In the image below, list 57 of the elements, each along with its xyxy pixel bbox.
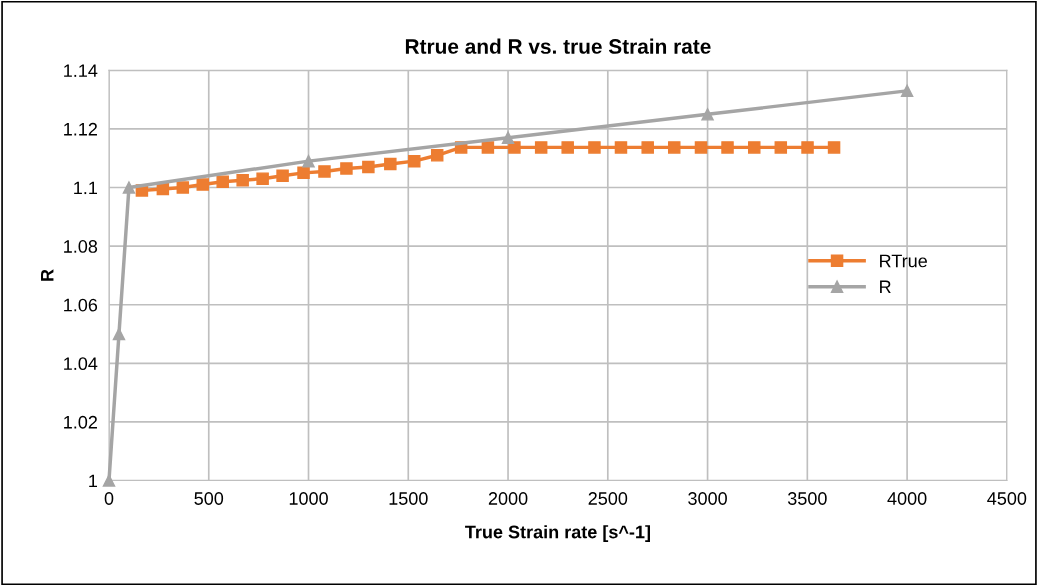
y-tick-label: 1.02 [64,415,97,429]
x-tick-label: 2000 [488,492,528,505]
point [748,141,761,154]
point [430,149,444,162]
point [297,166,310,180]
x-tick-label: 3000 [688,492,727,505]
point [501,131,515,144]
y-tick-label: 1.06 [64,298,98,312]
point [384,157,397,171]
y-tick-label: 1.04 [64,357,98,371]
x-tick-label: 4000 [887,492,927,505]
legend-label: R [880,280,891,294]
point [408,154,421,168]
x-tick-label: 0 [104,492,114,505]
point [302,154,315,168]
point [102,474,116,487]
y-tick-label: 1.1 [74,181,97,195]
point [276,169,289,183]
point [196,178,210,191]
x-tick-label: 1000 [289,492,328,505]
point [641,141,654,154]
point [827,141,841,154]
y-axis-title: R [41,269,54,281]
point [481,141,495,154]
x-tick-label: 2500 [588,492,628,505]
y-tick-label: 1.14 [64,64,98,77]
y-tick-label: 1.12 [64,122,97,136]
point [588,141,601,154]
legend-label: RTrue [880,254,927,268]
point [508,141,521,154]
x-tick-label: 4500 [987,492,1027,505]
point [112,327,126,341]
point [801,141,814,154]
point [900,84,914,98]
point [667,141,681,154]
point [340,162,353,175]
chart-title: Rtrue and R vs. true Strain rate [405,38,711,54]
point [721,141,734,154]
point [176,181,190,194]
point [614,141,628,154]
point [236,173,249,187]
point [362,160,375,174]
point [694,141,708,154]
x-tick-label: 500 [194,492,224,505]
point [561,141,574,154]
point [701,108,714,121]
point [318,165,331,178]
x-tick-label: 3500 [787,492,827,505]
point [122,181,136,194]
y-tick-label: 1.08 [64,240,98,253]
point [774,141,788,154]
point [216,175,229,188]
x-axis-title: True Strain rate [s^-1] [465,525,650,542]
point [534,141,548,154]
x-tick-label: 1500 [389,492,428,505]
point [256,172,269,185]
y-tick-label: 1 [89,474,97,488]
